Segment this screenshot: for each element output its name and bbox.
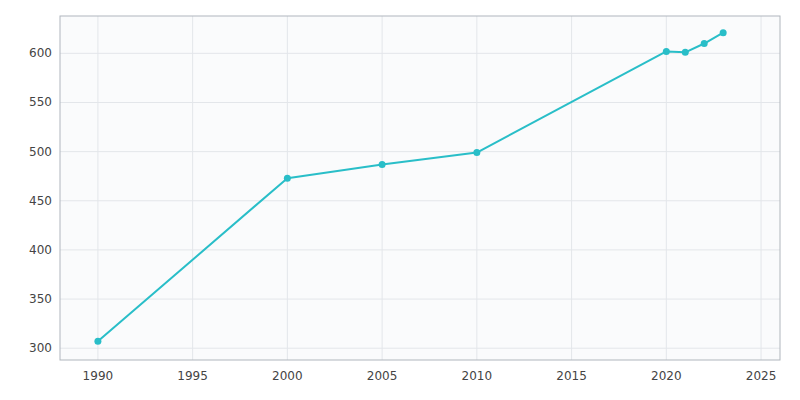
point: [284, 175, 291, 182]
y-tick-label: 350: [29, 292, 52, 306]
grid-line-x: [476, 16, 477, 360]
grid-line-x: [382, 16, 383, 360]
series: [94, 29, 726, 345]
grid-line-y: [60, 151, 780, 152]
grid-line-y: [60, 200, 780, 201]
plot-frame: [60, 16, 780, 360]
plot-area: [60, 16, 780, 360]
y-tick-label: 600: [29, 46, 52, 60]
y-tick-label: 400: [29, 243, 52, 257]
grid-line-y: [60, 299, 780, 300]
point: [94, 338, 101, 345]
grid-line-y: [60, 102, 780, 103]
grid-line-x: [287, 16, 288, 360]
grid-line-x: [666, 16, 667, 360]
x-tick-label: 1995: [177, 369, 208, 383]
x-tick-label: 2025: [746, 369, 777, 383]
grid-line-x: [192, 16, 193, 360]
x-tick-label: 2015: [556, 369, 587, 383]
grid-line-x: [761, 16, 762, 360]
x-tick-label: 2005: [367, 369, 398, 383]
y-tick-label: 450: [29, 194, 52, 208]
grid: [60, 16, 780, 360]
point: [701, 40, 708, 47]
grid-line-y: [60, 249, 780, 250]
point: [663, 48, 670, 55]
y-tick-label: 300: [29, 341, 52, 355]
point: [379, 161, 386, 168]
grid-line-y: [60, 53, 780, 54]
line: [98, 33, 723, 342]
grid-line-x: [571, 16, 572, 360]
x-tick-label: 2020: [651, 369, 682, 383]
chart: 1990 1995 2000 2005 2010 2015 2020 2025 300 350 40…: [0, 0, 800, 400]
y-tick-label: 550: [29, 95, 52, 109]
x-tick-label: 2010: [462, 369, 493, 383]
point: [473, 149, 480, 156]
y-tick-label: 500: [29, 145, 52, 159]
point: [682, 49, 689, 56]
grid-line-y: [60, 348, 780, 349]
chart-container: 1990 1995 2000 2005 2010 2015 2020 2025 300 350 40…: [0, 0, 800, 400]
x-tick-label: 1990: [83, 369, 114, 383]
point: [720, 29, 727, 36]
x-tick-label: 2000: [272, 369, 303, 383]
grid-line-x: [97, 16, 98, 360]
